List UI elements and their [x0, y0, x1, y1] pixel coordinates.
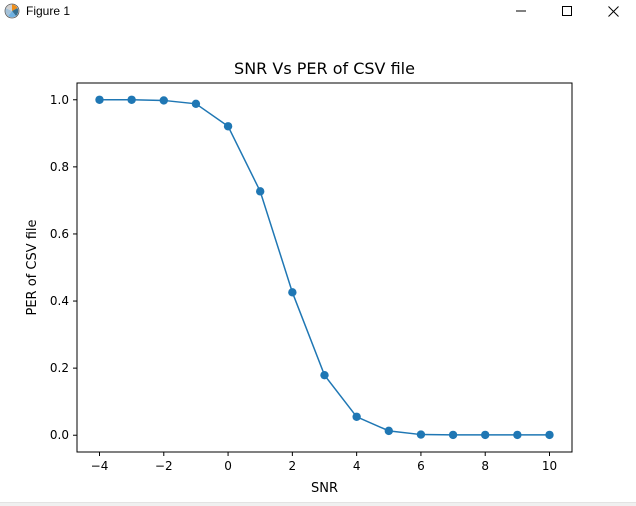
- data-point: [256, 187, 265, 196]
- title-bar: Figure 1: [0, 0, 636, 22]
- chart-title: SNR Vs PER of CSV file: [234, 59, 415, 78]
- minimize-icon: [516, 10, 526, 12]
- x-tick-label: 6: [417, 459, 425, 473]
- tick-layer: −4 −2 0 2 4 6 8 10 0.0 0.2 0.4 0.6 0.8 1.0: [50, 93, 557, 473]
- data-point: [320, 370, 329, 380]
- y-tick-label: 0.8: [50, 160, 69, 174]
- data-point: [223, 122, 233, 131]
- x-tick-label: 4: [353, 459, 361, 473]
- data-point: [481, 430, 490, 440]
- y-tick-label: 0.0: [50, 428, 69, 442]
- x-tick-label: −4: [91, 459, 109, 473]
- series-line: [99, 99, 550, 436]
- data-point: [448, 430, 458, 440]
- y-axis-label: PER of CSV file: [25, 219, 40, 315]
- y-tick-label: 1.0: [50, 93, 69, 107]
- data-point: [191, 99, 201, 109]
- figure-canvas: SNR Vs PER of CSV file −4 −2 0 2 4 6 8 10 0.0 0.2…: [0, 22, 636, 502]
- data-point: [545, 430, 554, 440]
- minimize-button[interactable]: [498, 0, 544, 22]
- data-point: [288, 288, 297, 297]
- x-tick-label: −2: [155, 459, 173, 473]
- x-tick-label: 8: [481, 459, 489, 473]
- x-tick-label: 2: [289, 459, 297, 473]
- data-point: [416, 430, 426, 439]
- x-tick-label: 10: [542, 459, 557, 473]
- y-tick-label: 0.4: [50, 294, 69, 308]
- data-point: [352, 412, 361, 421]
- y-tick-label: 0.6: [50, 227, 69, 241]
- matplotlib-logo-icon: [4, 3, 20, 19]
- line-chart: SNR Vs PER of CSV file −4 −2 0 2 4 6 8 10 0.0 0.2…: [25, 59, 573, 496]
- y-tick-label: 0.2: [50, 361, 69, 375]
- data-point: [95, 95, 104, 104]
- data-point: [127, 95, 136, 104]
- maximize-button[interactable]: [544, 0, 590, 22]
- data-point: [384, 426, 393, 436]
- x-axis-label: SNR: [311, 481, 338, 496]
- plot-layer: [95, 95, 554, 440]
- data-point: [159, 96, 168, 105]
- close-icon: [607, 5, 619, 17]
- x-tick-label: 0: [224, 459, 232, 473]
- close-button[interactable]: [590, 0, 636, 22]
- data-point: [513, 430, 522, 440]
- maximize-icon: [562, 6, 572, 16]
- window-bottom-edge: [0, 502, 636, 506]
- window-title: Figure 1: [26, 4, 71, 18]
- axes-frame: [76, 82, 573, 453]
